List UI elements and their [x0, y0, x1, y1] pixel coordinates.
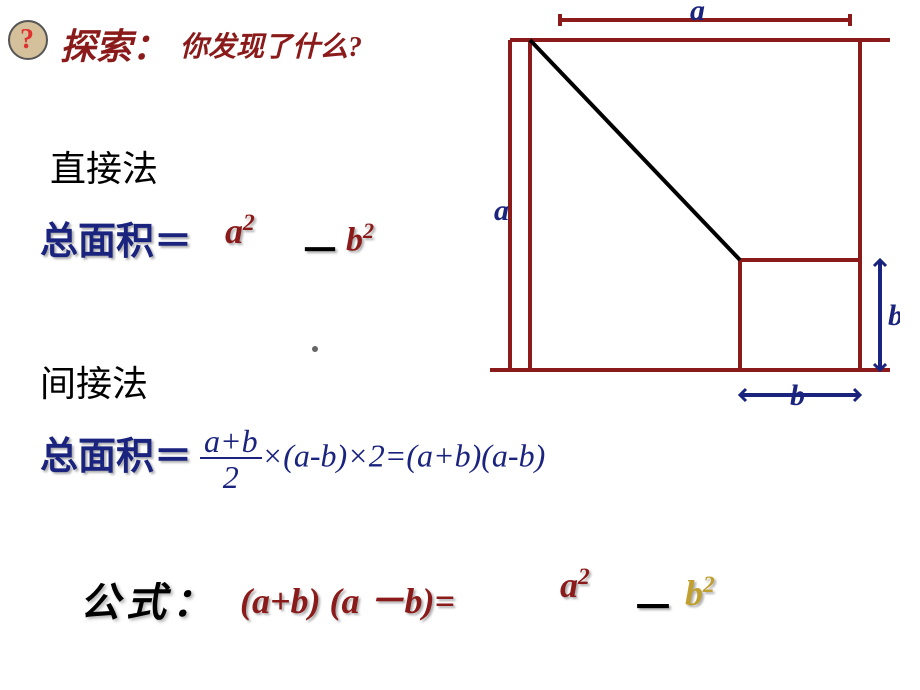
fraction-denom: 2: [200, 459, 262, 493]
total-area-label-1: 总面积＝: [40, 210, 192, 265]
diagram-svg: a a b b: [470, 0, 900, 420]
b-squared-1: b2: [346, 218, 374, 259]
indirect-method-label: 间接法: [40, 355, 148, 407]
indirect-formula: a+b 2 ×(a-b)×2=(a+b)(a-b): [200, 425, 545, 493]
geometry-diagram: a a b b: [470, 0, 900, 420]
minus-1: －: [300, 218, 340, 276]
fraction-numer: a+b: [200, 425, 262, 459]
total-area-label-2: 总面积＝: [40, 425, 192, 480]
a-squared-2: a2: [560, 564, 590, 606]
question-avatar-icon: ?: [8, 20, 56, 80]
minus-2: －: [632, 574, 674, 635]
formula-title: 公式：: [80, 570, 218, 628]
label-b-bottom: b: [790, 379, 805, 412]
a-squared-1: a2: [225, 210, 255, 252]
indirect-rest: ×(a-b)×2=(a+b)(a-b): [262, 437, 546, 473]
explore-title: 探索：: [60, 18, 168, 70]
fraction: a+b 2: [200, 425, 262, 493]
label-a-left: a: [494, 194, 509, 227]
label-b-right: b: [888, 299, 900, 332]
label-a-top: a: [690, 0, 705, 27]
b-squared-2: b2: [685, 572, 715, 614]
explore-subtitle: 你发现了什么?: [180, 25, 362, 65]
page-dot-icon: [312, 346, 318, 352]
product-expr: (a+b) (a －b)=: [240, 572, 455, 624]
direct-method-label: 直接法: [50, 140, 158, 192]
